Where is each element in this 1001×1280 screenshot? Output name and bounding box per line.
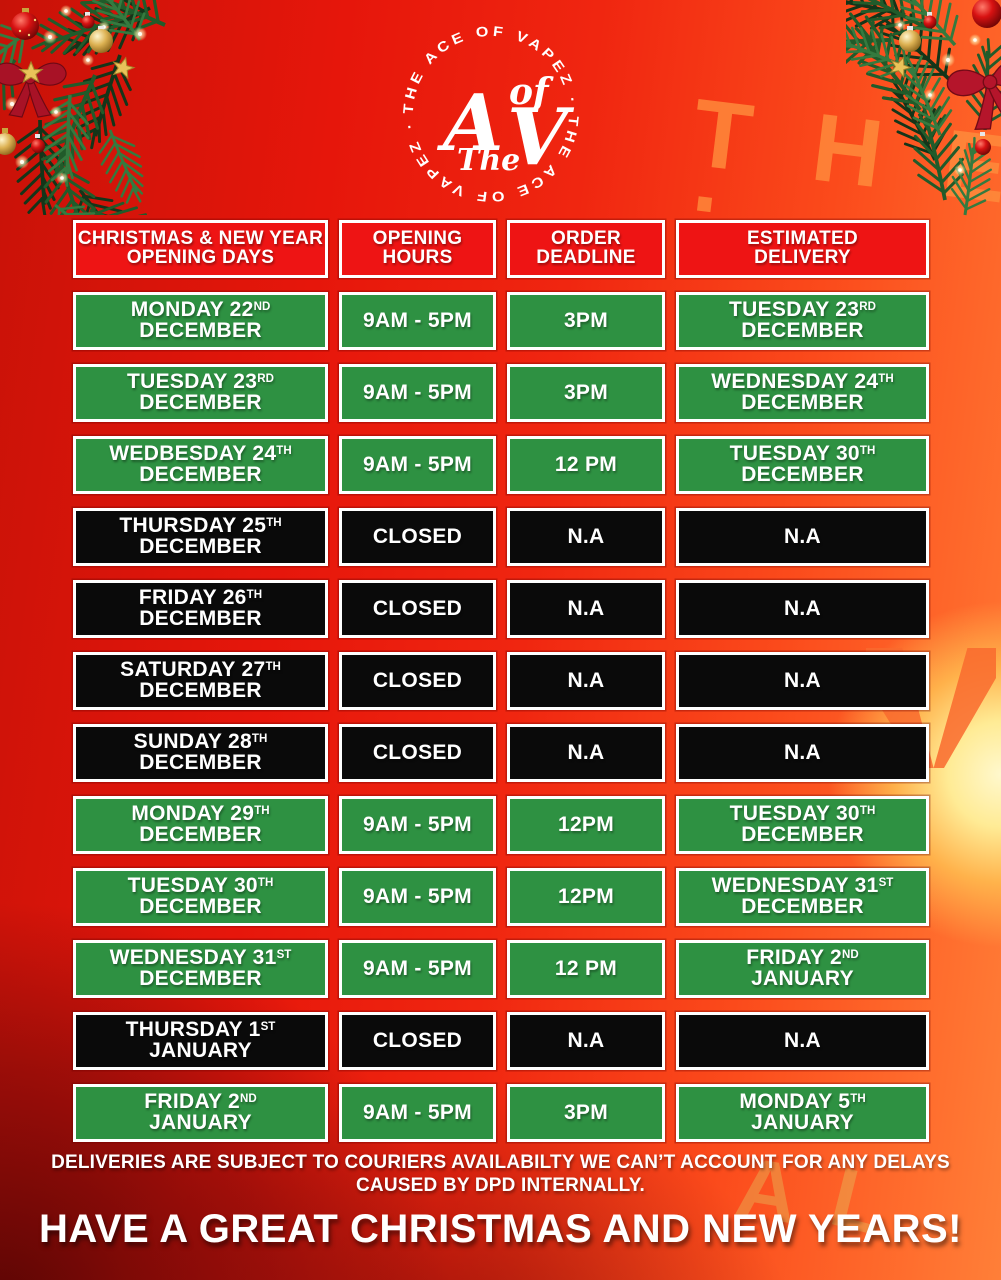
day-cell: THURSDAY 25TH DECEMBER	[73, 508, 328, 566]
header-cell-order-deadline: ORDER DEADLINE	[507, 220, 665, 278]
delivery-cell: TUESDAY 23RD DECEMBER	[676, 292, 929, 350]
delivery-disclaimer: DELIVERIES ARE SUBJECT TO COURIERS AVAIL…	[51, 1152, 950, 1196]
deadline-cell: N.A	[507, 724, 665, 782]
hours-cell: CLOSED	[339, 580, 496, 638]
hours-cell: CLOSED	[339, 1012, 496, 1070]
day-cell: MONDAY 22ND DECEMBER	[73, 292, 328, 350]
deadline-cell: N.A	[507, 1012, 665, 1070]
header-cell-estimated-delivery: ESTIMATED DELIVERY	[676, 220, 929, 278]
deadline-cell: 3PM	[507, 1084, 665, 1142]
hours-cell: CLOSED	[339, 652, 496, 710]
opening-schedule-table: CHRISTMAS & NEW YEAR OPENING DAYS OPENING…	[73, 220, 929, 1142]
delivery-cell: N.A	[676, 580, 929, 638]
hours-cell: 9AM - 5PM	[339, 1084, 496, 1142]
day-cell: FRIDAY 2ND JANUARY	[73, 1084, 328, 1142]
day-cell: WEDBESDAY 24TH DECEMBER	[73, 436, 328, 494]
logo-monogram: A of The V	[436, 71, 575, 183]
day-cell: SUNDAY 28TH DECEMBER	[73, 724, 328, 782]
hours-cell: 9AM - 5PM	[339, 436, 496, 494]
delivery-cell: WEDNESDAY 24TH DECEMBER	[676, 364, 929, 422]
footer: DELIVERIES ARE SUBJECT TO COURIERS AVAIL…	[0, 1152, 1001, 1252]
day-cell: TUESDAY 23RD DECEMBER	[73, 364, 328, 422]
deadline-cell: 3PM	[507, 292, 665, 350]
deadline-cell: 12PM	[507, 796, 665, 854]
delivery-cell: N.A	[676, 1012, 929, 1070]
deadline-cell: N.A	[507, 652, 665, 710]
delivery-cell: TUESDAY 30TH DECEMBER	[676, 436, 929, 494]
svg-text:The: The	[457, 143, 520, 178]
deadline-cell: N.A	[507, 508, 665, 566]
header-cell-opening-hours: OPENING HOURS	[339, 220, 496, 278]
hours-cell: CLOSED	[339, 724, 496, 782]
greeting-text: HAVE A GREAT CHRISTMAS AND NEW YEARS!	[39, 1206, 962, 1251]
deadline-cell: 12 PM	[507, 940, 665, 998]
svg-text:V: V	[507, 92, 575, 183]
day-cell: WEDNESDAY 31ST DECEMBER	[73, 940, 328, 998]
hours-cell: CLOSED	[339, 508, 496, 566]
hours-cell: 9AM - 5PM	[339, 292, 496, 350]
svg-text:of: of	[509, 71, 554, 113]
delivery-cell: MONDAY 5TH JANUARY	[676, 1084, 929, 1142]
delivery-cell: N.A	[676, 652, 929, 710]
day-cell: TUESDAY 30TH DECEMBER	[73, 868, 328, 926]
svg-text:A: A	[436, 78, 504, 169]
hours-cell: 9AM - 5PM	[339, 796, 496, 854]
hours-cell: 9AM - 5PM	[339, 364, 496, 422]
deadline-cell: 3PM	[507, 364, 665, 422]
deadline-cell: 12 PM	[507, 436, 665, 494]
delivery-cell: TUESDAY 30TH DECEMBER	[676, 796, 929, 854]
deadline-cell: N.A	[507, 580, 665, 638]
hours-cell: 9AM - 5PM	[339, 940, 496, 998]
deadline-cell: 12PM	[507, 868, 665, 926]
day-cell: FRIDAY 26TH DECEMBER	[73, 580, 328, 638]
delivery-cell: WEDNESDAY 31ST DECEMBER	[676, 868, 929, 926]
delivery-cell: N.A	[676, 508, 929, 566]
day-cell: MONDAY 29TH DECEMBER	[73, 796, 328, 854]
day-cell: THURSDAY 1ST JANUARY	[73, 1012, 328, 1070]
day-cell: SATURDAY 27TH DECEMBER	[73, 652, 328, 710]
delivery-cell: N.A	[676, 724, 929, 782]
delivery-cell: FRIDAY 2ND JANUARY	[676, 940, 929, 998]
header-cell-opening-days: CHRISTMAS & NEW YEAR OPENING DAYS	[73, 220, 328, 278]
brand-logo: THE ACE OF VAPEZ · THE ACE OF VAPEZ · A …	[400, 23, 579, 206]
hours-cell: 9AM - 5PM	[339, 868, 496, 926]
